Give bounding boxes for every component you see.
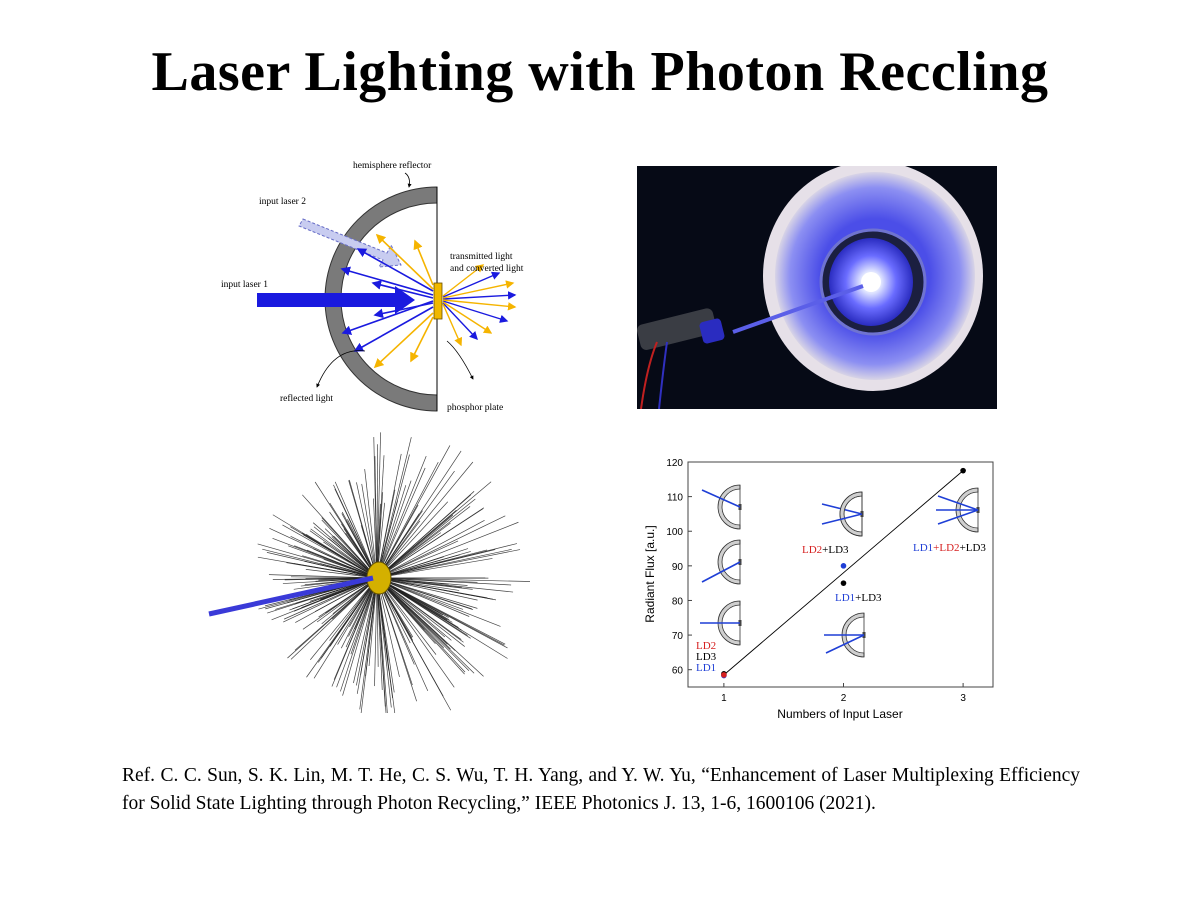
y-tick-label: 100 bbox=[666, 527, 683, 538]
label-transmitted-light: transmitted light bbox=[450, 252, 513, 262]
y-tick-label: 80 bbox=[672, 596, 684, 607]
y-tick-label: 70 bbox=[672, 631, 684, 642]
y-tick-label: 90 bbox=[672, 562, 684, 573]
y-tick-label: 110 bbox=[667, 493, 683, 504]
annotation-n3-all: LD1+LD2+LD3 bbox=[913, 542, 986, 554]
transmitted-rays bbox=[442, 264, 517, 347]
hemisphere-inset bbox=[936, 487, 980, 533]
reference-citation: Ref. C. C. Sun, S. K. Lin, M. T. He, C. … bbox=[122, 765, 1080, 814]
label-input-laser-1: input laser 1 bbox=[221, 280, 268, 290]
annotation-n2-ld1-ld3: LD1+LD3 bbox=[835, 592, 882, 604]
data-points bbox=[721, 467, 966, 679]
input-laser-2-arrow bbox=[298, 218, 402, 268]
laser-beam bbox=[208, 575, 374, 617]
y-tick-label: 60 bbox=[672, 666, 684, 677]
annotation-n1-ld1: LD1 bbox=[696, 662, 716, 674]
annotation-n1-ld2: LD2 bbox=[696, 640, 716, 652]
data-point bbox=[840, 580, 847, 586]
y-axis-ticks: 60 70 80 90 100 110 120 bbox=[666, 458, 692, 677]
label-converted-light: and converted light bbox=[450, 264, 524, 274]
data-point bbox=[960, 467, 966, 474]
ray-bundle bbox=[255, 432, 531, 714]
slide-title: Laser Lighting with Photon Reccling bbox=[151, 41, 1049, 103]
y-tick-label: 120 bbox=[666, 458, 683, 469]
input-laser-1-arrow bbox=[257, 286, 415, 314]
data-point bbox=[840, 563, 847, 569]
radiant-flux-chart: 60 70 80 90 100 110 120 1 2 3 Numbers of Input L… bbox=[643, 458, 994, 721]
fit-line bbox=[723, 470, 964, 676]
reflector-schematic: hemisphere reflector input laser 2 input… bbox=[221, 160, 524, 413]
ray-trace-simulation bbox=[208, 432, 531, 714]
x-tick-label: 1 bbox=[721, 693, 727, 704]
hemisphere-inset bbox=[821, 491, 864, 537]
x-axis-label: Numbers of Input Laser bbox=[777, 707, 902, 721]
label-input-laser-2: input laser 2 bbox=[259, 197, 306, 207]
y-axis-label: Radiant Flux [a.u.] bbox=[643, 525, 657, 622]
x-axis-ticks: 1 2 3 bbox=[721, 683, 966, 704]
reflected-yellow-rays bbox=[373, 233, 434, 369]
label-reflected-light: reflected light bbox=[280, 393, 333, 404]
annotation-n1-ld3: LD3 bbox=[696, 651, 717, 663]
label-phosphor-plate: phosphor plate bbox=[447, 403, 503, 413]
annotation-n2-ld2-ld3: LD2+LD3 bbox=[802, 544, 849, 556]
hemisphere-inset bbox=[700, 600, 742, 646]
hemisphere-inset bbox=[824, 612, 866, 658]
configuration-insets bbox=[700, 484, 980, 658]
hemisphere-inset bbox=[701, 539, 742, 585]
plot-frame bbox=[687, 461, 994, 688]
label-hemisphere-reflector: hemisphere reflector bbox=[353, 160, 432, 171]
prototype-photo bbox=[637, 166, 997, 409]
data-point bbox=[721, 672, 727, 678]
reflected-blue-rays bbox=[340, 248, 434, 352]
x-tick-label: 3 bbox=[960, 693, 966, 704]
x-tick-label: 2 bbox=[841, 693, 847, 704]
phosphor-plate bbox=[433, 282, 443, 320]
hemisphere-inset bbox=[701, 484, 742, 530]
